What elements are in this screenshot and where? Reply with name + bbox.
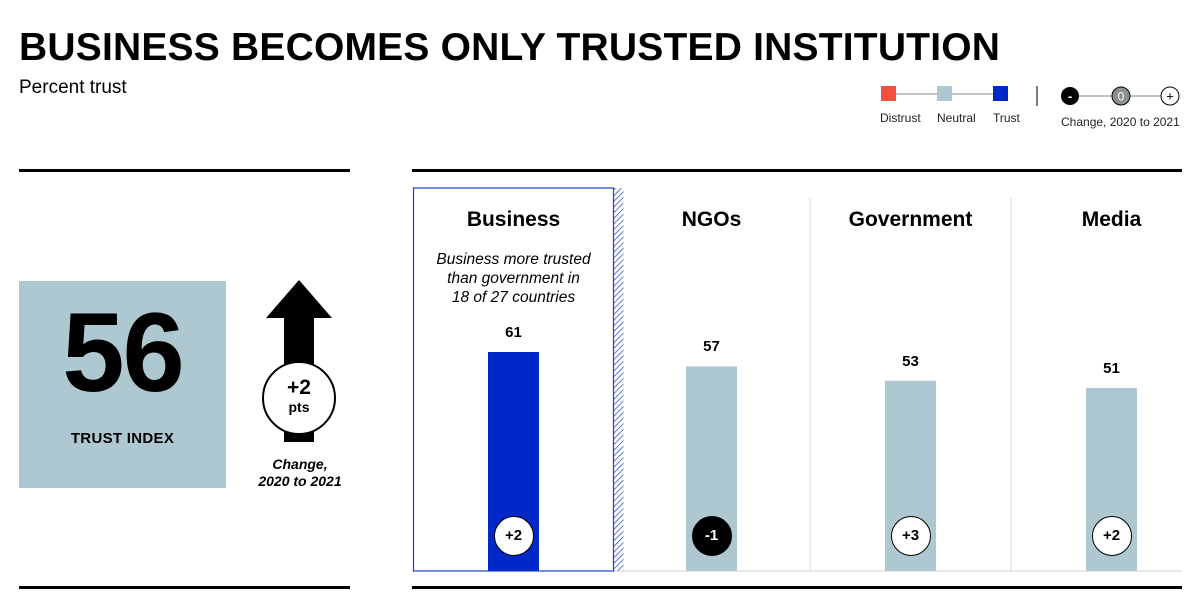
legend-neutral-label: Neutral <box>937 111 976 125</box>
change-badge-media: +2 <box>1091 516 1132 556</box>
legend-graphic: - 0 + <box>881 86 1180 106</box>
right-bottom-rule <box>412 586 1182 589</box>
category-label-media: Media <box>1081 208 1142 231</box>
highlight-hatch <box>613 188 624 571</box>
legend-minus-text: - <box>1068 89 1072 104</box>
business-annotation-line: Business more trusted <box>436 251 591 268</box>
value-label-media: 51 <box>1103 359 1120 377</box>
value-label-ngos: 57 <box>703 338 720 356</box>
trust-index-change-caption: Change, 2020 to 2021 <box>240 456 360 490</box>
change-badge-ngos: -1 <box>691 516 732 556</box>
right-top-rule <box>412 169 1182 172</box>
legend-minus-circle <box>1061 87 1079 105</box>
legend-trust-swatch <box>993 86 1008 101</box>
page-title: BUSINESS BECOMES ONLY TRUSTED INSTITUTIO… <box>19 26 1001 69</box>
trust-index-change-unit: pts <box>288 399 310 415</box>
category-label-government: Government <box>848 208 973 231</box>
trust-index-change-value: +2 <box>287 376 311 399</box>
trust-index-change-caption-line1: Change, <box>272 456 328 472</box>
legend-distrust-label: Distrust <box>880 111 921 125</box>
legend-change-label: Change, 2020 to 2021 <box>1061 115 1180 129</box>
business-annotation-line: than government in <box>447 270 580 287</box>
legend-zero-circle <box>1111 86 1131 106</box>
highlight-frame <box>412 187 615 572</box>
trust-index-change-caption-line2: 2020 to 2021 <box>258 473 342 489</box>
left-top-rule <box>19 169 350 172</box>
legend-distrust-swatch <box>881 86 896 101</box>
legend-trust-label: Trust <box>993 111 1020 125</box>
left-bottom-rule <box>19 586 350 589</box>
trust-index-label: TRUST INDEX <box>70 430 175 447</box>
value-label-business: 61 <box>505 324 522 341</box>
trust-index-value: 56 <box>62 290 185 415</box>
value-label-government: 53 <box>902 352 919 370</box>
category-label-ngos: NGOs <box>681 208 742 231</box>
business-annotation: Business more trusted than government in… <box>414 250 613 307</box>
legend-plus-circle <box>1160 86 1180 106</box>
category-label-business: Business <box>466 208 561 231</box>
legend-zero-text: 0 <box>1118 90 1125 104</box>
trust-index-change-badge: +2 pts <box>262 361 336 435</box>
change-badge-business: +2 <box>493 516 534 556</box>
legend-plus-text: + <box>1166 89 1174 104</box>
page-subtitle: Percent trust <box>19 77 127 98</box>
legend: - 0 + Distrust Neutral Trust Change, 202… <box>860 80 1190 130</box>
change-badge-government: +3 <box>890 516 931 556</box>
trust-index-box: 56 TRUST INDEX <box>19 281 226 488</box>
business-annotation-line: 18 of 27 countries <box>451 289 576 306</box>
legend-neutral-swatch <box>937 86 952 101</box>
